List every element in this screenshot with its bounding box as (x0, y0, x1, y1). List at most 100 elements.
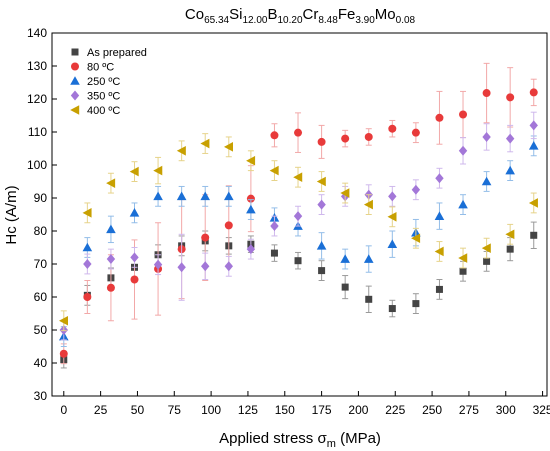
data-point (201, 233, 210, 242)
data-point (388, 124, 397, 133)
data-point (459, 110, 468, 119)
title-subscript: 65.34 (204, 15, 229, 26)
title-element: Fe (338, 6, 356, 23)
data-point (411, 233, 421, 244)
x-tick-label: 275 (459, 403, 479, 417)
data-point (106, 224, 116, 234)
data-point (528, 141, 539, 150)
data-point (435, 173, 444, 184)
data-point (411, 128, 420, 137)
legend-label: 350 ºC (87, 91, 120, 103)
data-point (412, 300, 420, 308)
x-tick-label: 50 (131, 403, 145, 417)
data-point (364, 132, 373, 141)
data-point (130, 252, 139, 263)
data-point (246, 155, 256, 166)
data-point (153, 165, 163, 176)
legend-marker (70, 76, 80, 85)
legend-label: 250 ºC (87, 76, 120, 88)
y-tick-label: 30 (34, 389, 48, 403)
x-tick-label: 150 (275, 403, 295, 417)
data-point (246, 204, 256, 214)
y-tick-label: 140 (27, 26, 47, 40)
data-point (270, 249, 278, 257)
data-point (388, 305, 396, 313)
x-tick-label: 25 (94, 403, 108, 417)
data-point (316, 176, 326, 187)
data-point (106, 254, 116, 265)
data-point (505, 229, 515, 240)
y-tick-label: 70 (34, 257, 48, 271)
x-label-subscript: m (327, 438, 336, 450)
data-point (388, 191, 397, 202)
title-subscript: 8.48 (318, 15, 338, 26)
chart-title: Co65.34Si12.00B10.20Cr8.48Fe3.90Mo0.08 (185, 6, 416, 26)
y-tick-label: 60 (34, 290, 48, 304)
data-point (82, 208, 92, 218)
data-point (177, 262, 186, 273)
data-point (411, 184, 421, 195)
data-point (363, 254, 374, 263)
data-point (200, 191, 211, 201)
y-tick-label: 110 (28, 125, 47, 139)
title-element: Co (185, 6, 204, 23)
data-point (481, 243, 491, 253)
x-label-main: Applied stress σ (219, 430, 327, 447)
data-point (83, 293, 92, 301)
data-point (270, 131, 279, 140)
y-tick-label: 40 (34, 356, 48, 370)
y-axis-label: Hc (A/m) (3, 185, 20, 244)
title-element: B (267, 6, 277, 23)
x-tick-label: 250 (422, 403, 442, 417)
data-point (293, 211, 303, 222)
data-point (365, 295, 373, 303)
x-tick-label: 0 (60, 403, 67, 417)
data-point (270, 221, 279, 232)
x-tick-label: 100 (201, 403, 221, 417)
data-point (482, 131, 491, 142)
data-point (363, 199, 373, 210)
data-point (269, 165, 279, 176)
legend-marker (70, 90, 80, 101)
title-element: Si (229, 6, 242, 23)
data-point (129, 208, 140, 217)
data-point (505, 133, 515, 144)
data-point (483, 257, 491, 265)
data-point (458, 199, 468, 209)
legend-marker (70, 105, 80, 115)
title-subscript: 0.08 (396, 15, 416, 26)
data-point (201, 261, 210, 272)
x-axis-label: Applied stress σm (MPa) (219, 430, 381, 450)
y-tick-label: 120 (27, 92, 47, 106)
data-point (340, 254, 350, 263)
data-point (176, 146, 186, 156)
data-point (341, 134, 350, 143)
y-tick-label: 90 (34, 191, 48, 205)
y-axis: 30 40 50 60 70 80 90 100 110 120 130 140 (27, 26, 57, 403)
data-point (83, 259, 92, 269)
title-subscript: 12.00 (242, 15, 267, 26)
data-point (153, 259, 163, 270)
data-point (106, 283, 115, 292)
data-point (318, 267, 326, 275)
x-tick-label: 125 (238, 403, 258, 417)
data-point (458, 253, 468, 263)
data-point (106, 178, 116, 188)
legend: As prepared 80 ºC 250 ºC 350 ºC 400 ºC (70, 47, 147, 117)
data-point (528, 198, 538, 208)
data-point (224, 261, 233, 272)
data-point (153, 191, 163, 201)
data-point (59, 349, 68, 358)
data-point (529, 88, 538, 97)
y-tick-label: 50 (34, 323, 48, 337)
data-point (293, 172, 303, 183)
data-point (130, 275, 139, 284)
x-tick-label: 200 (348, 403, 368, 417)
data-point (435, 285, 443, 293)
title-element: Cr (303, 6, 319, 23)
data-point (246, 244, 256, 255)
data-point (176, 191, 187, 201)
data-point (317, 137, 326, 146)
data-point (529, 120, 538, 131)
